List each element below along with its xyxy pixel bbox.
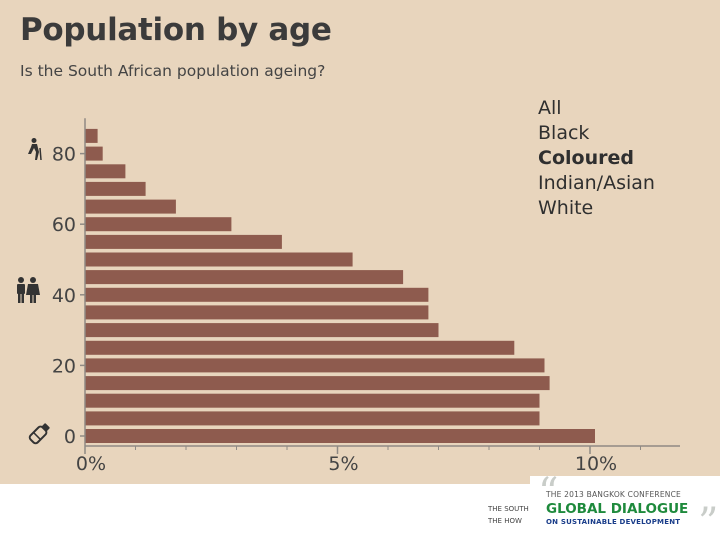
bar-age-25-29[interactable] bbox=[85, 340, 515, 355]
bar-age-50-54[interactable] bbox=[85, 252, 353, 267]
bar-age-45-49[interactable] bbox=[85, 270, 404, 285]
bar-age-55-59[interactable] bbox=[85, 234, 282, 249]
population-chart: 0 20 40 60 80 0% 5% 10% bbox=[17, 118, 680, 475]
bar-age-10-14[interactable] bbox=[85, 393, 540, 408]
chart-title: Population by age bbox=[20, 12, 332, 48]
footer-line-1: THE SOUTH bbox=[488, 505, 529, 513]
bar-age-15-19[interactable] bbox=[85, 376, 550, 391]
x-tick-label-5: 5% bbox=[328, 453, 358, 475]
close-quote-icon: ” bbox=[698, 500, 719, 546]
bar-age-35-39[interactable] bbox=[85, 305, 429, 320]
y-tick-label-20: 20 bbox=[52, 355, 76, 377]
footer-caption: THE SOUTH THE HOW bbox=[488, 503, 532, 527]
bar-age-65-69[interactable] bbox=[85, 199, 176, 214]
legend-item-coloured[interactable]: Coloured bbox=[538, 147, 634, 169]
baby-bottle-icon bbox=[28, 423, 50, 445]
bar-age-40-44[interactable] bbox=[85, 287, 429, 302]
bar-age-20-24[interactable] bbox=[85, 358, 545, 373]
bar-age-0-4[interactable] bbox=[85, 429, 595, 443]
chart-subtitle: Is the South African population ageing? bbox=[20, 62, 326, 80]
elderly-person-icon bbox=[28, 138, 42, 161]
x-tick-label-10: 10% bbox=[575, 453, 617, 475]
open-quote-icon: “ bbox=[538, 470, 559, 516]
bar-age-85+[interactable] bbox=[85, 128, 98, 143]
y-tick-label-0: 0 bbox=[64, 426, 76, 448]
y-tick-label-80: 80 bbox=[52, 144, 76, 166]
legend-item-white[interactable]: White bbox=[538, 197, 594, 219]
bar-age-60-64[interactable] bbox=[85, 217, 232, 232]
legend-item-indian-asian[interactable]: Indian/Asian bbox=[538, 172, 655, 194]
footer-line-2: THE HOW bbox=[488, 517, 522, 525]
bar-age-75-79[interactable] bbox=[85, 164, 126, 179]
bar-age-70-74[interactable] bbox=[85, 181, 146, 196]
x-tick-label-0: 0% bbox=[76, 453, 106, 475]
adult-couple-icon bbox=[17, 277, 40, 303]
bar-age-5-9[interactable] bbox=[85, 411, 540, 426]
bar-age-80-84[interactable] bbox=[85, 146, 103, 161]
y-tick-label-40: 40 bbox=[52, 285, 76, 307]
legend-item-all[interactable]: All bbox=[538, 97, 562, 119]
bar-age-30-34[interactable] bbox=[85, 323, 439, 338]
conference-logo: “ ” THE 2013 BANGKOK CONFERENCE GLOBAL D… bbox=[530, 470, 720, 546]
legend-item-black[interactable]: Black bbox=[538, 122, 590, 144]
y-tick-label-60: 60 bbox=[52, 214, 76, 236]
legend: All Black Coloured Indian/Asian White bbox=[538, 96, 655, 221]
logo-line-2: GLOBAL DIALOGUE bbox=[546, 501, 689, 517]
logo-line-1: THE 2013 BANGKOK CONFERENCE bbox=[546, 490, 681, 499]
logo-line-3: ON SUSTAINABLE DEVELOPMENT bbox=[546, 518, 681, 526]
slide-background: Population by age Is the South African p… bbox=[0, 0, 720, 484]
